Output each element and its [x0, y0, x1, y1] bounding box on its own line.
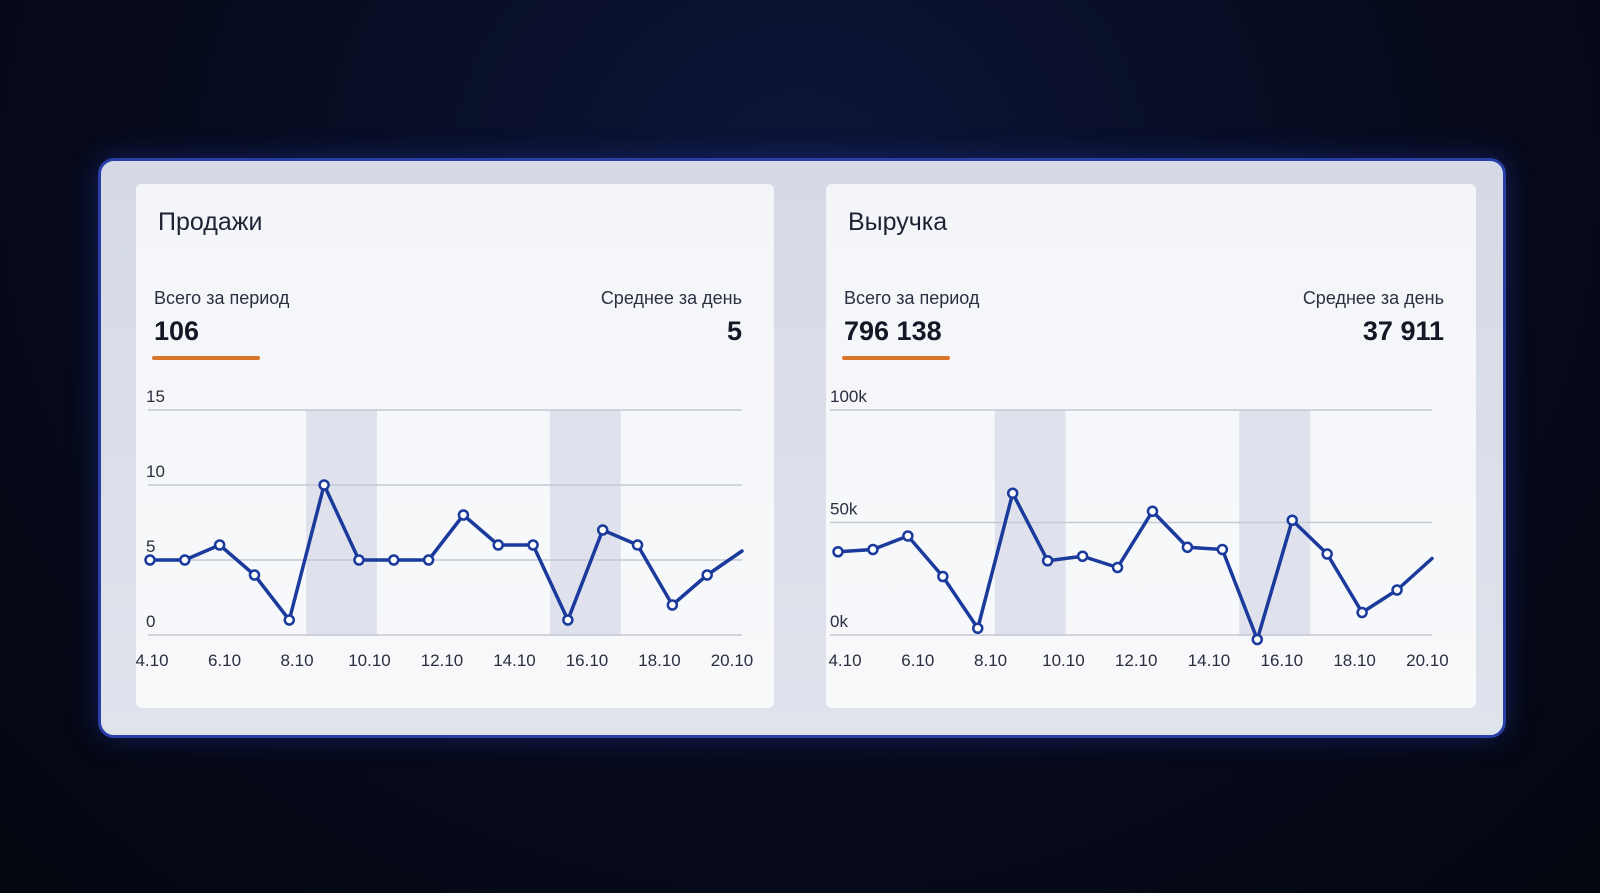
- revenue-data-point: [1111, 561, 1124, 574]
- sales-x-tick-label: 6.10: [208, 651, 241, 670]
- sales-x-tick-label: 16.10: [566, 651, 609, 670]
- revenue-data-point: [1006, 487, 1019, 499]
- sales-data-point: [492, 539, 504, 551]
- revenue-data-point: [1216, 543, 1229, 556]
- sales-data-point: [283, 614, 296, 626]
- revenue-data-point: [1076, 550, 1089, 562]
- revenue-x-tick-label: 16.10: [1261, 651, 1304, 670]
- revenue-x-tick-label: 10.10: [1042, 651, 1085, 670]
- sales-highlight-band-1: [549, 410, 621, 635]
- revenue-avg-label: Среднее за день: [1302, 288, 1444, 308]
- sales-y-tick-label: 0: [146, 612, 155, 631]
- revenue-data-point: [972, 622, 984, 634]
- sales-avg-value: 5: [726, 316, 742, 346]
- revenue-data-point: [1251, 633, 1264, 646]
- revenue-y-tick-label: 0k: [830, 612, 848, 631]
- revenue-data-point: [1391, 584, 1403, 596]
- revenue-x-tick-label: 6.10: [901, 651, 934, 670]
- revenue-total-value: 796 138: [844, 316, 942, 346]
- revenue-total-label: Всего за период: [844, 288, 980, 308]
- sales-data-point: [388, 554, 400, 566]
- sales-data-point: [666, 599, 679, 611]
- sales-x-tick-label: 4.10: [135, 651, 168, 670]
- revenue-card: Выручка Всего за период 796 138 Среднее …: [826, 184, 1476, 708]
- revenue-title: Выручка: [848, 208, 948, 236]
- sales-data-point: [144, 554, 156, 566]
- revenue-data-point: [867, 543, 879, 556]
- sales-series-line: [148, 483, 744, 622]
- sales-total-underline: [152, 356, 260, 360]
- revenue-x-tick-label: 8.10: [974, 651, 1007, 670]
- revenue-x-tick-label: 4.10: [828, 651, 861, 670]
- sales-data-point: [422, 554, 435, 566]
- sales-x-tick-label: 18.10: [638, 651, 681, 670]
- sales-data-point: [457, 509, 470, 521]
- revenue-total-underline: [842, 356, 950, 360]
- revenue-data-point: [1321, 548, 1333, 560]
- revenue-x-tick-label: 18.10: [1333, 651, 1376, 670]
- sales-data-point: [701, 569, 713, 581]
- sales-total-label: Всего за период: [154, 288, 290, 308]
- revenue-x-tick-label: 12.10: [1115, 651, 1158, 670]
- sales-x-tick-label: 10.10: [348, 651, 391, 670]
- sales-data-point: [179, 554, 191, 566]
- revenue-data-point: [1286, 514, 1298, 526]
- sales-data-point: [318, 479, 330, 491]
- revenue-series-line: [836, 491, 1434, 642]
- sales-card: Продажи Всего за период 106 Среднее за д…: [136, 184, 774, 708]
- sales-data-point: [213, 539, 226, 551]
- sales-avg-label: Среднее за день: [600, 288, 742, 308]
- revenue-data-point: [1181, 541, 1194, 553]
- sales-total-value: 106: [154, 316, 200, 346]
- sales-x-tick-label: 12.10: [421, 651, 464, 670]
- revenue-y-tick-label: 100k: [830, 387, 867, 406]
- sales-data-point: [353, 554, 365, 566]
- revenue-data-point: [1041, 555, 1054, 567]
- revenue-x-tick-label: 20.10: [1406, 651, 1449, 670]
- revenue-data-point: [1356, 606, 1368, 619]
- revenue-data-point: [1146, 505, 1159, 517]
- sales-x-tick-label: 14.10: [493, 651, 536, 670]
- revenue-y-tick-label: 50k: [830, 500, 858, 519]
- revenue-data-point: [832, 546, 844, 558]
- revenue-x-tick-label: 14.10: [1188, 651, 1231, 670]
- sales-title: Продажи: [158, 208, 263, 236]
- revenue-data-point: [902, 530, 914, 542]
- sales-data-point: [631, 539, 644, 551]
- sales-x-tick-label: 20.10: [711, 651, 754, 670]
- sales-data-point: [248, 569, 261, 581]
- sales-data-point: [562, 614, 574, 626]
- sales-y-tick-label: 15: [146, 387, 165, 406]
- sales-x-tick-label: 8.10: [280, 651, 313, 670]
- sales-y-tick-label: 10: [146, 462, 165, 481]
- revenue-data-point: [937, 570, 949, 583]
- revenue-avg-value: 37 911: [1362, 316, 1444, 346]
- sales-data-point: [527, 539, 539, 551]
- sales-data-point: [596, 524, 609, 536]
- sales-y-tick-label: 5: [146, 537, 155, 556]
